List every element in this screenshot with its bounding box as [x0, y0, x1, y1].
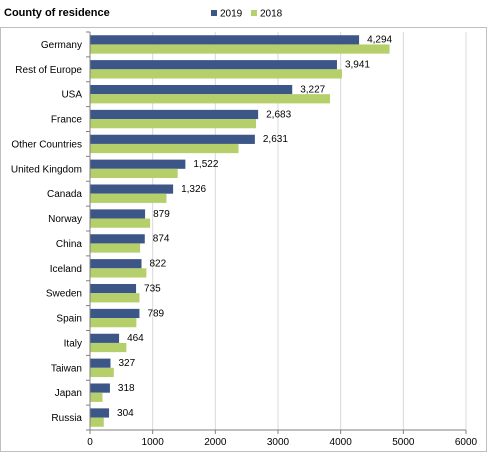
- bar-2019: [90, 159, 186, 169]
- x-tick-label: 0: [87, 437, 93, 448]
- x-tick-label: 2000: [204, 437, 227, 448]
- bars: [90, 35, 390, 427]
- chart-title: County of residence: [4, 7, 110, 19]
- bar-2018: [90, 392, 103, 402]
- bar-2018: [90, 293, 140, 303]
- data-label: 4,294: [367, 35, 392, 46]
- bar-2019: [90, 234, 145, 244]
- bar-2018: [90, 318, 137, 328]
- x-tick-label: 1000: [142, 437, 165, 448]
- bar-2019: [90, 408, 110, 418]
- data-label: 2,683: [266, 109, 291, 120]
- legend-label: 2019: [220, 9, 243, 20]
- bar-2018: [90, 218, 151, 228]
- data-label: 1,522: [193, 159, 218, 170]
- category-label: Russia: [51, 413, 82, 424]
- x-tick-label: 3000: [267, 437, 290, 448]
- category-label: Rest of Europe: [15, 65, 82, 76]
- category-label: Iceland: [50, 264, 82, 275]
- legend-swatch: [251, 10, 257, 16]
- bar-2018: [90, 367, 114, 378]
- bar-2019: [90, 109, 259, 120]
- labels: 4,294 3,941 3,227 2,683 2,631 1,522 1,326 879 87…: [117, 35, 393, 419]
- bar-2019: [90, 134, 255, 144]
- data-label: 735: [144, 283, 161, 294]
- bar-2018: [90, 119, 257, 129]
- axes: 0 1000 2000 3000 4000 5000 6000 Germany Rest of …: [11, 31, 478, 448]
- category-label: United Kingdom: [11, 164, 82, 175]
- bar-2019: [90, 84, 293, 95]
- bar-2019: [90, 333, 120, 343]
- x-tick-label: 4000: [330, 437, 353, 448]
- data-label: 822: [150, 259, 167, 270]
- data-label: 3,227: [300, 84, 325, 95]
- legend-label: 2018: [260, 9, 283, 20]
- bar-2019: [90, 383, 110, 393]
- bar-2019: [90, 283, 137, 294]
- category-label: Japan: [55, 388, 82, 399]
- bar-2018: [90, 342, 127, 353]
- data-label: 304: [117, 408, 134, 419]
- bar-2018: [90, 143, 239, 154]
- category-label: USA: [61, 90, 82, 101]
- category-label: Other Countries: [11, 139, 82, 150]
- category-label: Norway: [48, 214, 82, 225]
- bar-2019: [90, 308, 140, 319]
- plot-border: [0, 27, 487, 452]
- bar-2019: [90, 184, 174, 194]
- data-label: 1,326: [181, 184, 206, 195]
- category-label: France: [51, 115, 83, 126]
- category-label: Canada: [47, 189, 82, 200]
- bar-2018: [90, 44, 390, 54]
- bar-2019: [90, 358, 111, 368]
- category-label: Sweden: [46, 289, 82, 300]
- bar-2019: [90, 209, 146, 219]
- category-label: Italy: [64, 338, 82, 349]
- bar-2018: [90, 417, 104, 427]
- bar-2018: [90, 193, 167, 203]
- data-label: 2,631: [263, 134, 288, 145]
- category-label: Germany: [41, 40, 82, 51]
- bar-2018: [90, 94, 331, 104]
- data-label: 464: [127, 333, 144, 344]
- data-label: 874: [153, 234, 170, 245]
- bar-2019: [90, 35, 360, 45]
- bar-2019: [90, 60, 337, 70]
- bar-2019: [90, 259, 142, 269]
- data-label: 879: [153, 209, 170, 220]
- bar-2018: [90, 69, 342, 79]
- data-label: 318: [118, 383, 135, 394]
- legend: 2019 2018: [211, 9, 283, 20]
- bar-2018: [90, 243, 141, 253]
- bar-2018: [90, 168, 178, 179]
- category-label: Taiwan: [51, 363, 82, 374]
- data-label: 3,941: [345, 60, 370, 71]
- x-tick-label: 6000: [455, 437, 478, 448]
- bar-2018: [90, 268, 147, 278]
- data-label: 327: [118, 358, 135, 369]
- category-label: Spain: [56, 314, 82, 325]
- data-label: 789: [147, 308, 164, 319]
- category-label: China: [56, 239, 83, 250]
- legend-swatch: [211, 10, 217, 16]
- x-tick-label: 5000: [392, 437, 415, 448]
